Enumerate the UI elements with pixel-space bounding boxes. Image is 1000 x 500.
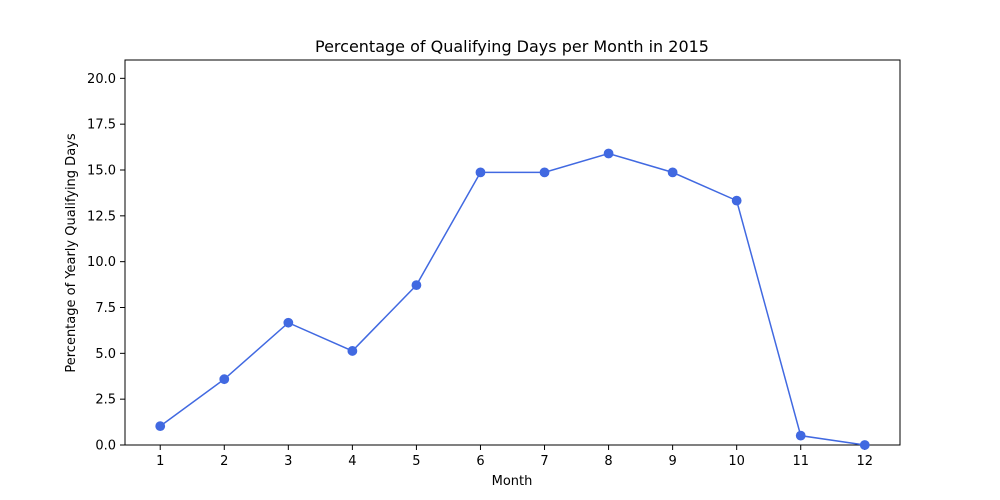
x-tick-label: 9 (668, 454, 676, 469)
x-tick-label: 1 (156, 454, 164, 469)
x-tick-label: 4 (348, 454, 356, 469)
y-tick-label: 15.0 (87, 164, 116, 179)
data-point-month-12 (859, 440, 870, 450)
series-markers (155, 148, 870, 450)
x-tick-label: 3 (284, 454, 292, 469)
x-tick-label: 11 (792, 454, 809, 469)
x-tick-label: 12 (856, 454, 873, 469)
y-axis-ticks: 0.0 2.5 5.0 7.5 10.0 12.5 15.0 17.5 20.0 (87, 72, 125, 454)
y-tick-label: 17.5 (87, 118, 116, 133)
x-axis-ticks: 1 2 3 4 5 6 7 8 9 10 11 12 (156, 445, 873, 469)
data-point-month-7 (539, 167, 550, 178)
data-point-month-8 (603, 148, 614, 159)
y-tick-label: 2.5 (95, 393, 116, 408)
x-tick-label: 5 (412, 454, 420, 469)
y-tick-label: 20.0 (87, 72, 116, 87)
data-point-month-11 (795, 430, 806, 441)
data-point-month-6 (475, 167, 486, 178)
data-point-month-1 (155, 421, 166, 432)
x-tick-label: 2 (220, 454, 228, 469)
x-axis-label: Month (492, 474, 533, 489)
x-tick-label: 8 (604, 454, 612, 469)
x-tick-label: 6 (476, 454, 484, 469)
x-tick-label: 7 (540, 454, 548, 469)
chart-title: Percentage of Qualifying Days per Month … (315, 37, 709, 56)
plot-area (124, 59, 901, 446)
data-point-month-2 (219, 374, 230, 385)
series-line (159, 152, 865, 446)
y-tick-label: 10.0 (87, 255, 116, 270)
y-tick-label: 7.5 (95, 301, 116, 316)
y-axis-label: Percentage of Yearly Qualifying Days (64, 133, 79, 372)
data-point-month-4 (347, 346, 358, 356)
data-point-month-3 (283, 317, 294, 328)
y-tick-label: 12.5 (87, 209, 116, 224)
data-point-month-9 (667, 167, 678, 178)
data-point-month-10 (731, 195, 742, 206)
y-tick-label: 5.0 (95, 347, 116, 362)
x-tick-label: 10 (728, 454, 745, 469)
data-point-month-5 (411, 280, 422, 291)
y-tick-label: 0.0 (95, 439, 116, 454)
